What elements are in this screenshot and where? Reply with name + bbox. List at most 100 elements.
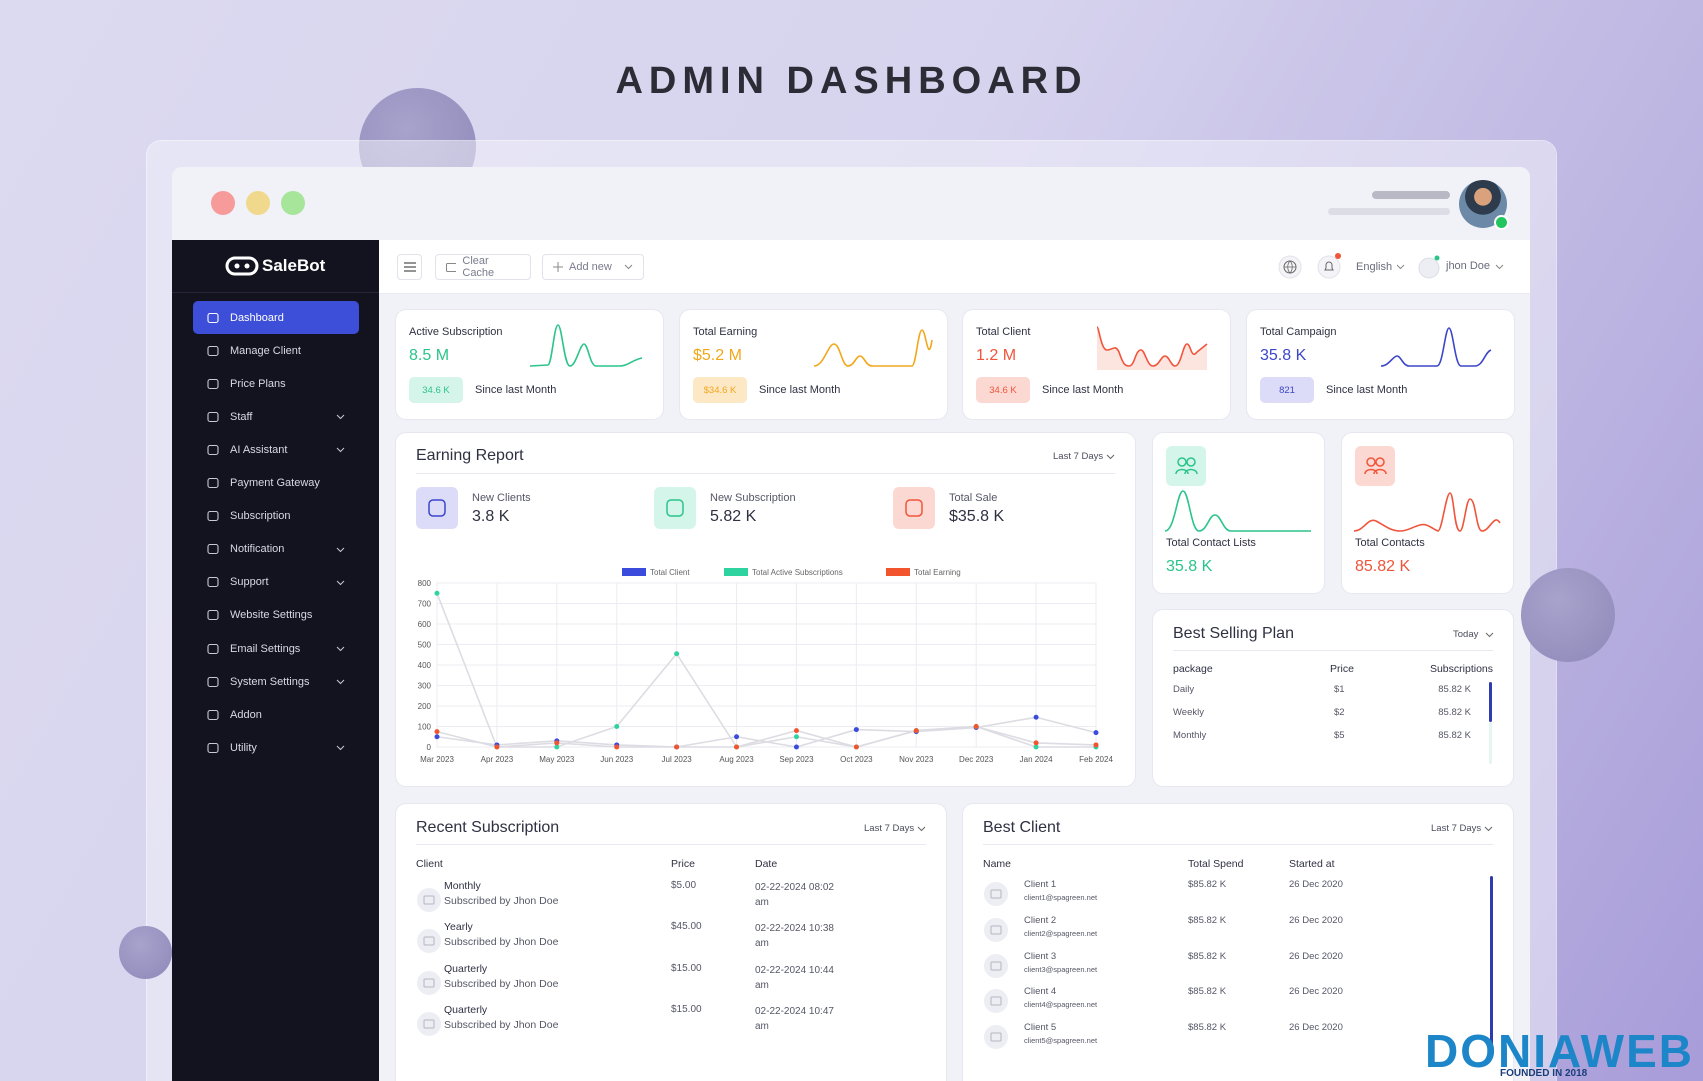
chevron <box>1495 264 1504 270</box>
notification-button[interactable] <box>1316 251 1344 279</box>
sparkline-line <box>813 329 933 367</box>
sidebar-item[interactable]: Price Plans <box>193 367 359 400</box>
plan-name: Yearly <box>444 921 473 934</box>
menu-label: Payment Gateway <box>230 477 320 489</box>
column-header: Name <box>983 858 1012 870</box>
chevron-path <box>336 679 345 685</box>
avatar <box>984 917 1008 942</box>
icon-shape <box>207 742 219 753</box>
client-name: Client 4 <box>1024 986 1057 998</box>
kpi-label: New Clients <box>472 492 531 504</box>
data-point <box>734 734 740 740</box>
menu-label: Website Settings <box>230 609 313 622</box>
client-name: Client 5 <box>1024 1022 1057 1034</box>
data-point <box>434 729 440 735</box>
data-point <box>793 728 799 734</box>
stat-badge: 34.6 K <box>409 377 463 403</box>
sidebar-item[interactable]: Manage Client <box>193 334 359 367</box>
chevron <box>917 826 926 832</box>
stat-card: Active Subscription 8.5 M 34.6 K Since last… <box>396 310 663 419</box>
icon <box>1175 457 1198 475</box>
legend-swatch <box>886 568 910 576</box>
data-point <box>554 744 560 750</box>
data-point <box>1093 742 1099 748</box>
date: 02-22-2024 08:02 am <box>755 882 834 908</box>
icon-shape <box>207 511 219 522</box>
sidebar-item[interactable]: Utility <box>193 731 359 764</box>
started-at: 26 Dec 2020 <box>1289 1022 1343 1034</box>
menu-toggle[interactable] <box>397 254 422 280</box>
menu-icon <box>207 742 219 753</box>
menu-icon <box>207 411 219 422</box>
sidebar-item[interactable]: Addon <box>193 698 359 731</box>
column-header: Started at <box>1289 858 1335 870</box>
menu-icon <box>207 345 219 356</box>
contact-icon <box>1355 446 1395 486</box>
contact-value: 85.82 K <box>1355 558 1411 575</box>
sidebar-item[interactable]: Email Settings <box>193 632 359 665</box>
date: 02-22-2024 10:47 am <box>755 1005 834 1032</box>
stat-card: Total Campaign 35.8 K 821 Since last Month <box>1247 310 1514 419</box>
menu-icon <box>207 544 219 555</box>
stat-note: Since last Month <box>1326 384 1408 396</box>
card-title: Best Selling Plan <box>1173 625 1294 642</box>
sidebar-item[interactable]: Notification <box>193 533 359 566</box>
table-cell: Daily <box>1173 684 1195 695</box>
icon-shape <box>1177 457 1187 467</box>
icon-shape <box>905 499 923 517</box>
column-header: package <box>1173 663 1213 675</box>
chevron-path <box>336 580 345 586</box>
clear-cache-button[interactable]: Clear Cache <box>435 254 531 280</box>
scrollbar-thumb <box>1489 682 1492 722</box>
globe-button[interactable] <box>1278 255 1302 279</box>
avatar-icon <box>990 1032 1002 1042</box>
chevron-path <box>336 448 345 453</box>
sidebar-item[interactable]: Staff <box>193 400 359 433</box>
total-spend: $85.82 K <box>1188 986 1227 998</box>
sidebar-item[interactable]: Subscription <box>193 500 359 533</box>
menu-icon <box>207 312 219 323</box>
icon <box>428 499 446 517</box>
x-tick-label: Jan 2024 <box>1020 755 1053 764</box>
user-menu[interactable]: jhon Doe <box>1446 260 1491 272</box>
menu-label: Addon <box>230 708 262 721</box>
icon-shape <box>207 709 219 720</box>
icon-shape <box>423 936 435 946</box>
add-new-button[interactable]: Add new <box>542 254 644 280</box>
sidebar-item[interactable]: Support <box>193 566 359 599</box>
sidebar-item[interactable]: AI Assistant <box>193 433 359 466</box>
contact-value: 35.8 K <box>1166 558 1213 575</box>
data-point <box>734 744 740 750</box>
table-cell: Monthly <box>1173 730 1207 741</box>
icon-shape <box>207 643 219 654</box>
plan-name: Quarterly <box>444 962 488 975</box>
table-cell: 85.82 K <box>1438 730 1471 741</box>
sidebar-item[interactable]: Payment Gateway <box>193 467 359 500</box>
line-chart: 0 100 200 300 400 500 600 700 800 Mar 2023 Apr 202… <box>418 568 1113 764</box>
plan-name: Quarterly <box>444 1003 488 1016</box>
range-selector[interactable]: Today <box>1453 629 1479 640</box>
range-selector[interactable]: Last 7 Days <box>1431 823 1482 834</box>
sidebar-item[interactable]: System Settings <box>193 665 359 698</box>
data-point <box>674 651 680 657</box>
client-email: client3@spagreen.net <box>1024 964 1098 974</box>
contact-card: Total Contacts 85.82 K <box>1342 433 1513 593</box>
menu-label: Notification <box>230 543 285 556</box>
range-selector[interactable]: Last 7 Days <box>1053 451 1104 462</box>
table-cell: $1 <box>1334 684 1345 695</box>
sidebar-item[interactable]: Dashboard <box>193 301 359 334</box>
placeholder-bar <box>1372 191 1450 199</box>
started-at: 26 Dec 2020 <box>1289 879 1343 890</box>
language-selector[interactable]: English <box>1356 261 1393 273</box>
contact-card: Total Contact Lists 35.8 K <box>1153 433 1324 593</box>
x-tick-label: Jul 2023 <box>662 755 693 764</box>
data-point <box>973 724 979 729</box>
sidebar-item[interactable]: Website Settings <box>193 599 359 632</box>
chevron <box>336 580 345 586</box>
menu-label: Price Plans <box>230 377 286 390</box>
menu-label: Manage Client <box>230 344 301 357</box>
range-selector[interactable]: Last 7 Days <box>864 823 915 834</box>
contact-icon <box>1166 446 1206 486</box>
stat-value: 1.2 M <box>976 347 1017 364</box>
avatar-icon <box>990 889 1002 899</box>
